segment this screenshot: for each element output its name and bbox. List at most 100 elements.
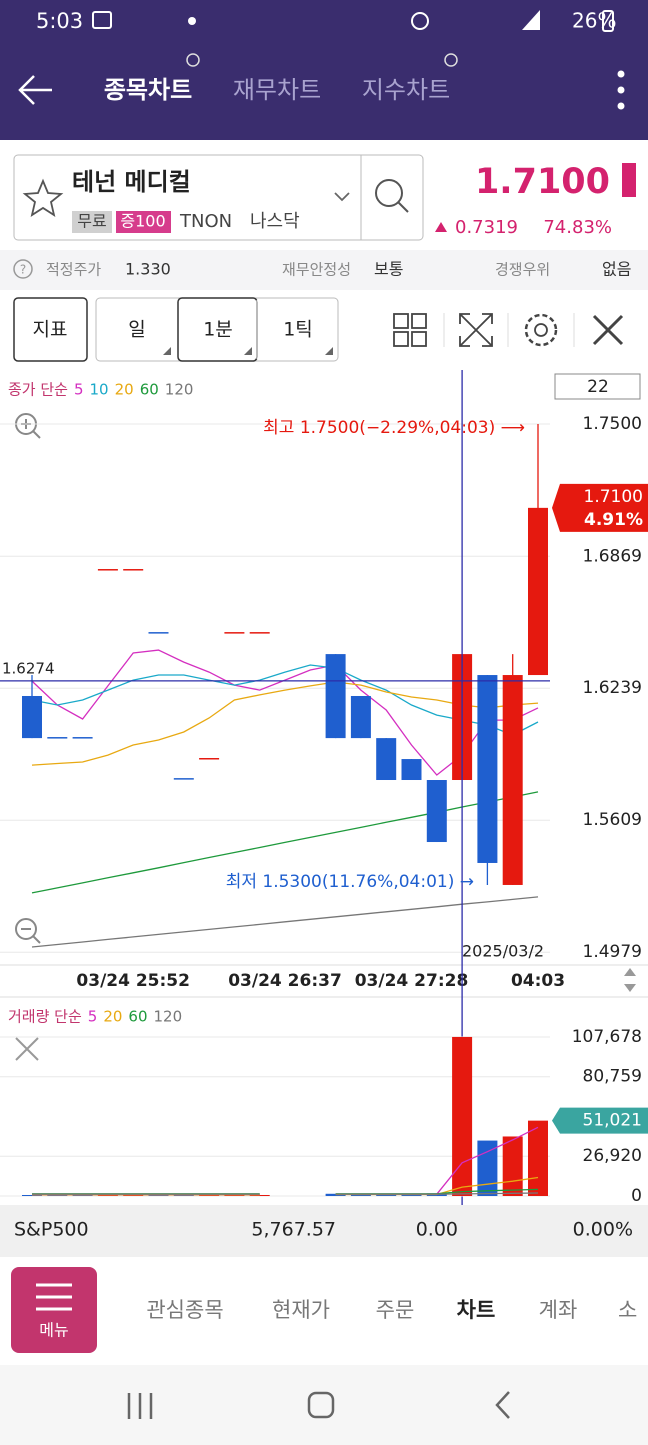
volume-bar <box>224 1195 245 1196</box>
cell <box>393 313 409 329</box>
info-row-bg <box>0 250 648 290</box>
glyph <box>21 928 41 944</box>
dropdown-chevron[interactable] <box>334 192 350 202</box>
price-bar <box>622 163 636 197</box>
volume-bar <box>199 1195 220 1196</box>
x-tick-label: 04:03 <box>511 971 565 991</box>
close-volume[interactable] <box>15 1037 39 1061</box>
volume-bar <box>47 1195 68 1196</box>
status-icon <box>92 11 112 29</box>
volume-bar <box>148 1195 169 1196</box>
tag: 증100 <box>120 212 165 231</box>
dot <box>617 86 625 94</box>
index-change: 0.00 <box>416 1219 458 1241</box>
y-tick-label: 1.5609 <box>583 810 642 830</box>
nav-item[interactable]: 주문 <box>376 1298 415 1322</box>
battery-text: 26% <box>572 9 616 33</box>
volume-bar <box>97 1195 118 1196</box>
status-time: 5:03 <box>36 9 83 33</box>
settings-hub <box>534 323 548 337</box>
x-tick-label: 03/24 27:28 <box>355 971 469 991</box>
help-icon[interactable] <box>13 259 33 279</box>
info-value: 보통 <box>374 260 403 279</box>
last-price-tag <box>552 483 648 532</box>
nav-item[interactable]: 소 <box>618 1298 637 1322</box>
candle-body <box>72 737 93 739</box>
zoom-out[interactable] <box>15 918 41 944</box>
legend-entry: 5 <box>74 381 84 399</box>
candle-body <box>401 759 422 781</box>
favorite-star[interactable] <box>22 178 64 217</box>
y-tick-label: 80,759 <box>583 1067 642 1087</box>
period-button[interactable]: 1틱 <box>283 319 313 341</box>
expand-icon[interactable] <box>459 313 493 347</box>
volume-bar <box>502 1136 523 1196</box>
ticker: TNON <box>179 211 232 232</box>
candle-body <box>350 695 371 739</box>
legend-entry: 120 <box>165 381 194 399</box>
info-value: 없음 <box>602 260 631 279</box>
cell <box>411 331 427 347</box>
index-rate: 0.00% <box>573 1219 633 1241</box>
nav-item[interactable]: 계좌 <box>539 1298 578 1322</box>
menu-label: 메뉴 <box>39 1321 68 1340</box>
volume-bar <box>401 1194 422 1196</box>
candle-body <box>22 695 42 739</box>
last-price: 1.7100 <box>584 487 643 507</box>
help-icon-glyph: ? <box>20 263 26 277</box>
nav-item[interactable]: 현재가 <box>272 1298 330 1322</box>
y-tick-label: 0 <box>631 1186 642 1206</box>
search-handle <box>397 201 409 213</box>
corner-marks <box>163 347 333 355</box>
last-change: 4.91% <box>584 510 643 530</box>
tab[interactable]: 지수차트 <box>362 76 450 104</box>
back-system-button[interactable] <box>495 1391 510 1419</box>
market: 나스닥 <box>250 211 300 232</box>
y-tick-label: 1.6239 <box>583 678 642 698</box>
period-button[interactable]: 일 <box>128 319 145 341</box>
index-value: 5,767.57 <box>251 1219 336 1241</box>
search-button[interactable] <box>375 179 403 207</box>
home-button[interactable] <box>307 1391 335 1419</box>
tab[interactable]: 재무차트 <box>233 76 321 104</box>
indicator-button[interactable] <box>13 297 88 362</box>
chart-layer: 1.4979 1.5609 1.6239 1.6869 1.7500 종가 단순 5 10 20… <box>0 370 648 1206</box>
recents-button[interactable] <box>127 1393 153 1419</box>
candle-body <box>173 778 194 780</box>
more-button[interactable] <box>617 70 625 110</box>
candle-body <box>97 569 118 571</box>
zoom-in[interactable] <box>15 413 41 439</box>
volume-bar <box>173 1195 194 1196</box>
layout-icon[interactable] <box>393 313 427 347</box>
tools-icon[interactable] <box>592 314 624 346</box>
scroll-arrows[interactable] <box>624 968 636 992</box>
volume-bar <box>123 1195 144 1196</box>
period-button[interactable]: 1분 <box>203 319 233 341</box>
nav-item[interactable]: 관심종목 <box>146 1298 223 1322</box>
tab-badge <box>444 53 458 67</box>
info-value: 1.330 <box>125 260 171 279</box>
back-button[interactable] <box>18 75 52 105</box>
status-dot <box>188 17 196 25</box>
price-change: 0.7319 <box>455 217 518 238</box>
moving-average <box>31 791 539 894</box>
low-annotation: 최저 1.5300(11.76%,04:01) → <box>226 872 474 892</box>
stock-name: 테넌 메디컬 <box>72 168 191 196</box>
y-tick-label: 107,678 <box>572 1027 642 1047</box>
legend-entry: 20 <box>103 1008 122 1026</box>
glyph <box>21 419 41 439</box>
last-volume: 51,021 <box>583 1111 642 1131</box>
candle-body <box>47 737 68 739</box>
system-nav-bg <box>0 1365 648 1445</box>
legend-entry: 10 <box>90 381 109 399</box>
nav-item-active[interactable]: 차트 <box>457 1298 496 1322</box>
candle-body <box>502 675 523 885</box>
tab-active[interactable]: 종목차트 <box>104 76 192 104</box>
settings-icon[interactable] <box>524 313 558 347</box>
candle-body <box>376 738 397 781</box>
dot <box>617 70 625 78</box>
candle-body <box>528 507 548 676</box>
last-volume-tag <box>552 1107 648 1134</box>
candle-body <box>224 632 245 634</box>
